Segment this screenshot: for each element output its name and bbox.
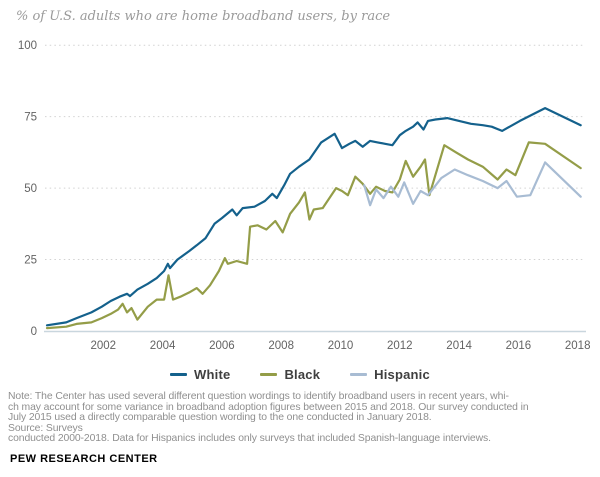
- y-tick-label: 25: [24, 255, 37, 267]
- legend-item-white: White: [170, 367, 230, 382]
- x-tick-label: 2010: [328, 340, 354, 352]
- x-tick-label: 2008: [268, 340, 294, 352]
- x-tick-label: 2004: [150, 340, 176, 352]
- note-line: Source: Surveys: [8, 422, 83, 434]
- y-tick-label: 75: [24, 112, 37, 124]
- x-tick-label: 2006: [209, 340, 235, 352]
- x-tick-label: 2014: [446, 340, 472, 352]
- legend-swatch-black: [260, 372, 278, 376]
- y-tick-label: 0: [31, 326, 37, 338]
- note-line: July 2015 used a directly comparable que…: [8, 412, 432, 424]
- note-line: Note: The Center has used several differ…: [8, 391, 509, 402]
- legend-swatch-hispanic: [350, 372, 368, 376]
- legend-label: Hispanic: [374, 366, 430, 382]
- series-line-hispanic: [363, 161, 582, 207]
- y-tick-label: 50: [24, 183, 37, 195]
- chart-legend: White Black Hispanic: [0, 365, 600, 383]
- x-tick-label: 2012: [387, 340, 413, 352]
- chart-note: Note: The Center has used several differ…: [8, 391, 596, 445]
- series-line-black: [45, 141, 582, 330]
- legend-item-hispanic: Hispanic: [350, 367, 430, 382]
- legend-label: White: [194, 366, 231, 382]
- chart-title: % of U.S. adults who are home broadband …: [16, 9, 391, 24]
- legend-label: Black: [284, 366, 321, 382]
- series-line-white: [45, 106, 582, 327]
- legend-item-black: Black: [260, 367, 320, 382]
- y-tick-label: 100: [18, 40, 37, 52]
- x-tick-label: 2002: [91, 340, 117, 352]
- broadband-line-chart: 0 25 50 75 100 2002 2004 2006 2008 2010 2012 2014 20…: [18, 40, 591, 352]
- note-line: ch may account for some variance in broa…: [8, 401, 529, 413]
- x-tick-label: 2016: [506, 340, 532, 352]
- legend-swatch-white: [170, 372, 188, 376]
- x-tick-label: 2018: [565, 340, 591, 352]
- note-line: conducted 2000-2018. Data for Hispanics …: [8, 433, 491, 445]
- pew-research-center-wordmark: PEW RESEARCH CENTER: [10, 453, 158, 465]
